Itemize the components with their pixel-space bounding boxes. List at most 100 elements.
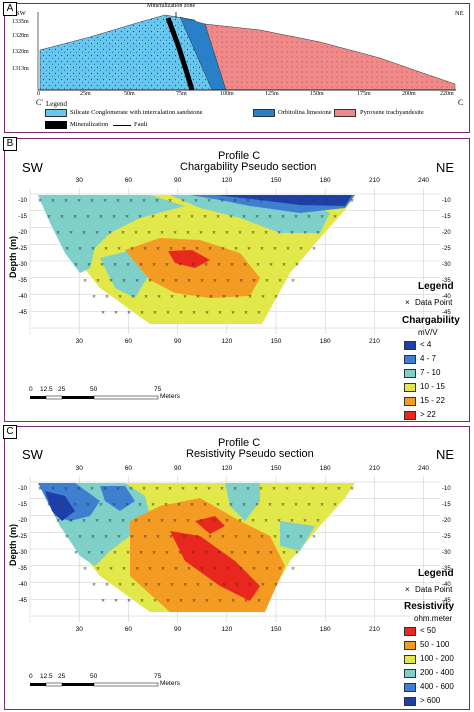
- panel-c-data-point: ×: [96, 566, 100, 573]
- legend-swatch: [404, 369, 416, 378]
- panel-b-data-point: ×: [350, 198, 354, 205]
- panel-c-data-point: ×: [134, 518, 138, 525]
- panel-c-data-point: ×: [92, 582, 96, 589]
- panel-b-data-point: ×: [151, 214, 155, 221]
- panel-b-data-point: ×: [265, 278, 269, 285]
- panel-b-data-point: ×: [251, 230, 255, 237]
- panel-c-data-point: ×: [129, 486, 133, 493]
- legend-label-mineralization: Mineralization: [70, 121, 109, 128]
- legend-swatch: [404, 669, 416, 678]
- panel-b-data-point: ×: [260, 246, 264, 253]
- legend-class-label: 200 - 400: [420, 668, 454, 677]
- panel-b-data-point: ×: [337, 198, 341, 205]
- panel-b-data-point: ×: [239, 278, 243, 285]
- panel-b-top-tick: 150: [271, 177, 282, 184]
- panel-c-data-point: ×: [290, 518, 294, 525]
- panel-c-data-point: ×: [131, 582, 135, 589]
- panel-c-data-point: ×: [213, 566, 217, 573]
- panel-c-top-tick: 90: [174, 465, 182, 472]
- panel-c-data-point: ×: [286, 534, 290, 541]
- panel-c-data-point: ×: [261, 582, 265, 589]
- panel-b-data-point: ×: [220, 198, 224, 205]
- panel-b-data-point: ×: [208, 246, 212, 253]
- panel-c-depth-tick-right: -10: [442, 486, 451, 492]
- dist-175: 175m: [357, 91, 371, 97]
- panel-b-data-point: ×: [235, 294, 239, 301]
- panel-b-data-point: ×: [103, 198, 107, 205]
- panel-b-data-point: ×: [212, 230, 216, 237]
- panel-c-data-point: ×: [307, 502, 311, 509]
- panel-c-data-point: ×: [155, 486, 159, 493]
- legend-label-limestone: Orbitolina limestone: [278, 109, 332, 116]
- legend-class-label: < 4: [420, 340, 432, 349]
- panel-b-data-point: ×: [108, 230, 112, 237]
- panel-c-data-point: ×: [273, 534, 277, 541]
- panel-c-scale-0: 0: [29, 673, 33, 680]
- legend-class-label: 7 - 10: [420, 368, 441, 377]
- panel-c-data-point: ×: [143, 534, 147, 541]
- panel-c-data-point: ×: [195, 534, 199, 541]
- panel-c-data-point: ×: [272, 486, 276, 493]
- panel-c-data-point: ×: [83, 566, 87, 573]
- panel-c-data-point: ×: [303, 518, 307, 525]
- panel-c-data-point: ×: [277, 518, 281, 525]
- panel-b-data-point: ×: [234, 246, 238, 253]
- panel-c-data-point: ×: [218, 598, 222, 605]
- panel-c-scale-25: 25: [58, 673, 66, 680]
- legend-swatch: [404, 355, 416, 364]
- legend-fault-line: [113, 125, 131, 126]
- panel-c-data-point: ×: [170, 582, 174, 589]
- panel-c-data-point: ×: [161, 566, 165, 573]
- panel-b-data-point: ×: [229, 214, 233, 221]
- panel-b-data-point: ×: [252, 278, 256, 285]
- panel-c-scale-unit: Meters: [160, 680, 180, 687]
- panel-b-scale-bar: [30, 395, 159, 400]
- panel-c-title2: Resistivity Pseudo section: [186, 448, 314, 460]
- panel-c-depth-tick-right: -45: [442, 598, 451, 604]
- panel-b-data-point: ×: [312, 246, 316, 253]
- panel-b-title2: Chargability Pseudo section: [180, 161, 317, 173]
- legend-swatch: [404, 383, 416, 392]
- panel-b-data-point: ×: [155, 198, 159, 205]
- panel-c-data-point: ×: [47, 502, 51, 509]
- dist-50: 50m: [124, 91, 135, 97]
- panel-c-data-point: ×: [74, 550, 78, 557]
- panel-c-data-point: ×: [87, 550, 91, 557]
- panel-c-data-point: ×: [69, 518, 73, 525]
- panel-c-data-point: ×: [248, 582, 252, 589]
- panel-b-data-point: ×: [95, 230, 99, 237]
- panel-c-data-point: ×: [108, 518, 112, 525]
- panel-b-tag: B: [3, 137, 17, 151]
- panel-b-data-point: ×: [299, 246, 303, 253]
- panel-b-data-point: ×: [101, 310, 105, 317]
- panel-c-data-point: ×: [221, 534, 225, 541]
- panel-c-data-point: ×: [179, 598, 183, 605]
- panel-c-zone-2: [225, 483, 260, 521]
- panel-c-data-point: ×: [181, 486, 185, 493]
- panel-b-zone-7: [168, 250, 210, 268]
- panel-c-data-point: ×: [256, 550, 260, 557]
- legend-label-fault: Fault: [134, 121, 148, 128]
- panel-c-data-point: ×: [100, 550, 104, 557]
- panel-c-data-points: × × × × × × × × × × × × × × × × × × × × × × × × × × × × × × × × × × × × × × × ×…: [38, 486, 354, 605]
- panel-b-datapoint-marker: ×: [405, 298, 410, 307]
- panel-a-ne: NE: [455, 10, 464, 17]
- panel-b-top-tick: 210: [369, 177, 380, 184]
- panel-c-depth-tick-right: -25: [442, 534, 451, 540]
- panel-b-bottom-tick: 60: [125, 338, 133, 345]
- panel-b-data-point: ×: [256, 262, 260, 269]
- legend-class-label: > 22: [420, 410, 436, 419]
- panel-c-bottom-tick: 30: [76, 626, 84, 633]
- panel-c-data-point: ×: [247, 534, 251, 541]
- panel-c-depth-tick-left: -40: [18, 582, 27, 588]
- panel-c-data-point: ×: [337, 486, 341, 493]
- panel-b-data-point: ×: [298, 198, 302, 205]
- panel-b-data-point: ×: [255, 214, 259, 221]
- panel-b-data-point: ×: [104, 246, 108, 253]
- panel-b-top-tick: 180: [320, 177, 331, 184]
- panel-b-title1: Profile C: [218, 150, 261, 162]
- panel-b-depth-tick-left: -25: [18, 246, 27, 252]
- panel-c-data-point: ×: [207, 486, 211, 493]
- panel-c-data-point: ×: [113, 550, 117, 557]
- panel-c-data-point: ×: [182, 534, 186, 541]
